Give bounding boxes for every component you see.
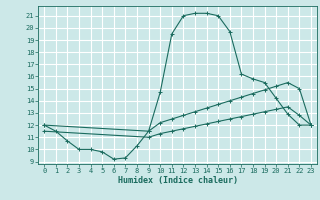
X-axis label: Humidex (Indice chaleur): Humidex (Indice chaleur) <box>118 176 238 185</box>
